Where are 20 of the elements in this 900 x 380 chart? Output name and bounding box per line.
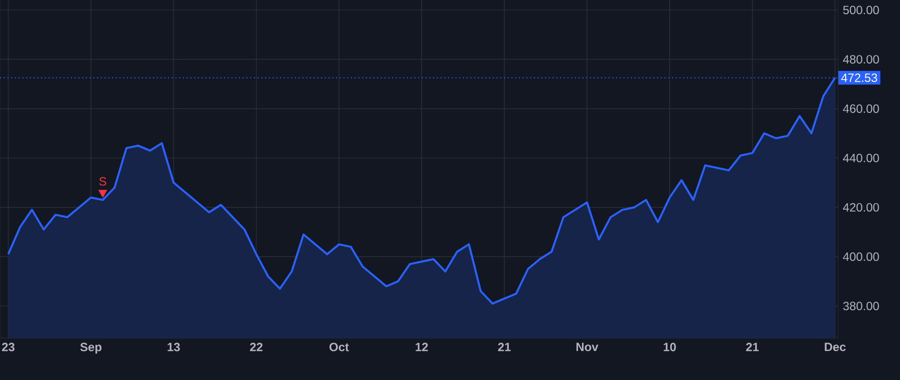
x-tick-label: Dec xyxy=(824,342,846,352)
x-tick-label: 10 xyxy=(664,342,676,352)
x-tick-label: 12 xyxy=(416,342,428,352)
x-tick-label: 21 xyxy=(746,342,759,352)
x-tick-label: 23 xyxy=(2,342,15,352)
y-tick-label: 400.00 xyxy=(842,252,879,261)
ref-line-label: 472.53 xyxy=(841,74,878,82)
y-tick-label: 500.00 xyxy=(843,6,879,14)
y-tick-label: 440.00 xyxy=(842,154,879,162)
x-tick-label: Sep xyxy=(80,342,102,354)
x-tick-label: 21 xyxy=(498,342,511,352)
series-label: S xyxy=(99,177,106,186)
x-tick-label: Nov xyxy=(576,342,598,352)
y-tick-label: 460.00 xyxy=(842,104,879,113)
y-tick-label: 480.00 xyxy=(842,55,879,64)
x-tick-label: 22 xyxy=(250,342,262,352)
x-tick-label: Oct xyxy=(329,342,349,352)
y-tick-label: 380.00 xyxy=(843,302,879,310)
x-tick-label: 13 xyxy=(168,342,180,352)
y-tick-label: 420.00 xyxy=(842,203,879,212)
